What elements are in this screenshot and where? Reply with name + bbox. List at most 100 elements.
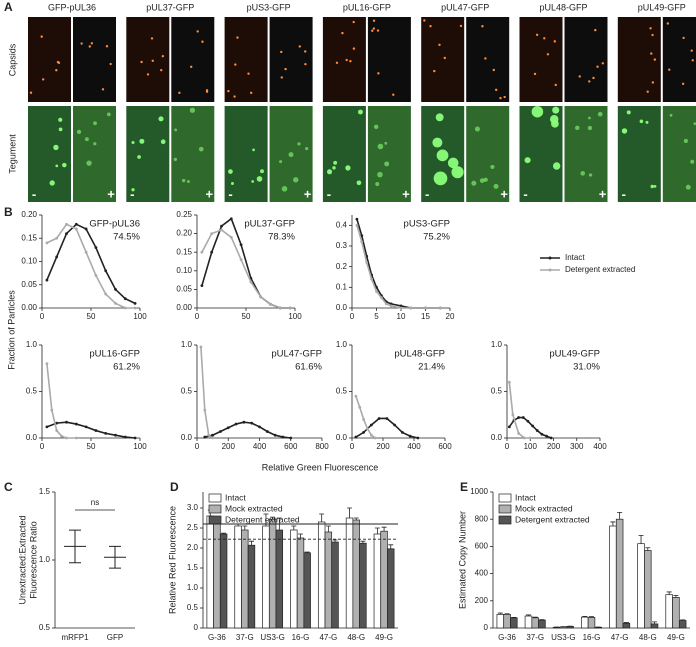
bar — [206, 515, 214, 629]
data-point — [65, 420, 68, 424]
capsid-image — [322, 17, 366, 102]
legend-marker — [548, 268, 552, 272]
y-tick-label: 1.5 — [187, 563, 199, 572]
y-tick-label: 1.5 — [39, 487, 51, 496]
capsid-spot — [88, 45, 91, 48]
data-point — [114, 288, 117, 291]
y-tick-label: 800 — [475, 514, 489, 523]
y-tick-label: 0.5 — [491, 387, 503, 396]
tegument-spot — [645, 120, 649, 124]
x-tick-label: 50 — [87, 312, 96, 321]
data-point — [278, 306, 282, 310]
y-tick-label: 0 — [194, 623, 199, 632]
x-tick-label: G-36 — [208, 633, 226, 642]
y-axis-label: Unextracted:Extracted — [17, 515, 27, 604]
capsid-spot — [205, 90, 209, 93]
x-tick-label: 0 — [195, 442, 200, 451]
tegument-spot — [174, 128, 178, 132]
y-tick-label: 3.0 — [187, 503, 199, 512]
error-bar — [298, 533, 303, 538]
tegument-spot — [279, 160, 283, 164]
tegument-spot — [158, 116, 164, 122]
capsid-spot — [601, 62, 605, 65]
data-point — [545, 434, 548, 438]
tegument-spot — [260, 169, 264, 174]
x-tick-label: 10 — [397, 312, 406, 321]
tegument-spot — [106, 112, 111, 117]
x-tick-label: 0 — [350, 442, 355, 451]
capsid-image — [28, 17, 71, 102]
capsid-spot — [151, 59, 154, 62]
data-point — [521, 416, 525, 419]
bar — [587, 617, 596, 629]
chart-annotation: 74.5% — [113, 232, 140, 243]
data-point — [360, 240, 364, 244]
tegument-spot — [493, 183, 499, 189]
error-bar — [109, 545, 121, 569]
chart-annotation: 61.2% — [113, 362, 140, 373]
y-tick-label: 0.0 — [336, 303, 348, 312]
data-point — [94, 274, 98, 277]
data-point — [45, 241, 49, 245]
sign: - — [622, 186, 626, 201]
legend-label: Intact — [515, 492, 536, 502]
capsid-spot — [690, 49, 693, 52]
y-tick-label: 0.5 — [39, 623, 51, 632]
x-tick-label: 50 — [242, 312, 251, 321]
tegument-spot — [447, 157, 459, 169]
bar — [538, 619, 546, 629]
error-bar — [291, 525, 297, 530]
tegument-spot — [690, 159, 695, 164]
bar — [373, 533, 382, 629]
capsid-spot — [101, 88, 105, 91]
error-bar — [381, 526, 387, 532]
capsid-image — [171, 17, 215, 102]
y-tick-label: 0.0 — [26, 433, 38, 442]
data-point — [200, 250, 204, 254]
capsid-spot — [459, 24, 463, 28]
sign: + — [500, 186, 508, 201]
data-point — [369, 423, 373, 427]
tegument-image — [224, 106, 268, 202]
tegument-image — [367, 106, 411, 202]
legend-marker — [548, 256, 552, 260]
y-tick-label: 0.10 — [176, 266, 192, 275]
bar — [303, 552, 311, 629]
data-point — [203, 408, 207, 412]
legend-swatch — [498, 515, 512, 525]
error-bar — [304, 551, 310, 553]
series-line — [46, 421, 136, 439]
capsid-spot — [651, 81, 655, 84]
tegument-spot — [84, 137, 89, 142]
x-tick-label: 200 — [222, 442, 236, 451]
data-point — [385, 417, 389, 420]
legend-swatch — [208, 493, 222, 503]
tegument-spot — [160, 139, 166, 145]
data-point — [365, 261, 369, 264]
data-point — [74, 436, 78, 440]
capsid-spot — [150, 37, 154, 40]
capsid-spot — [546, 53, 550, 56]
tegument-spot — [580, 171, 586, 176]
y-tick-label: 0.05 — [21, 280, 37, 289]
tegument-spot — [281, 186, 288, 192]
tegument-spot — [479, 178, 485, 183]
chart-title: pUS3-GFP — [404, 219, 450, 230]
y-tick-label: 0.2 — [336, 262, 348, 271]
x-tick-label: 16-G — [292, 633, 310, 642]
bar — [672, 597, 680, 629]
data-point — [226, 426, 230, 430]
tegument-spot — [228, 169, 233, 174]
x-tick-label: 0 — [505, 442, 510, 451]
y-tick-label: 0.5 — [187, 603, 199, 612]
y-tick-label: 1.0 — [26, 340, 38, 349]
capsid-spot — [234, 63, 237, 66]
capsid-spot — [280, 76, 283, 79]
data-point — [219, 430, 222, 433]
x-tick-label: 49-G — [667, 633, 685, 642]
data-point — [375, 290, 378, 293]
bar — [241, 529, 249, 629]
tegument-spot — [474, 126, 480, 132]
tegument-spot — [358, 109, 363, 115]
capsid-spot — [372, 27, 376, 30]
